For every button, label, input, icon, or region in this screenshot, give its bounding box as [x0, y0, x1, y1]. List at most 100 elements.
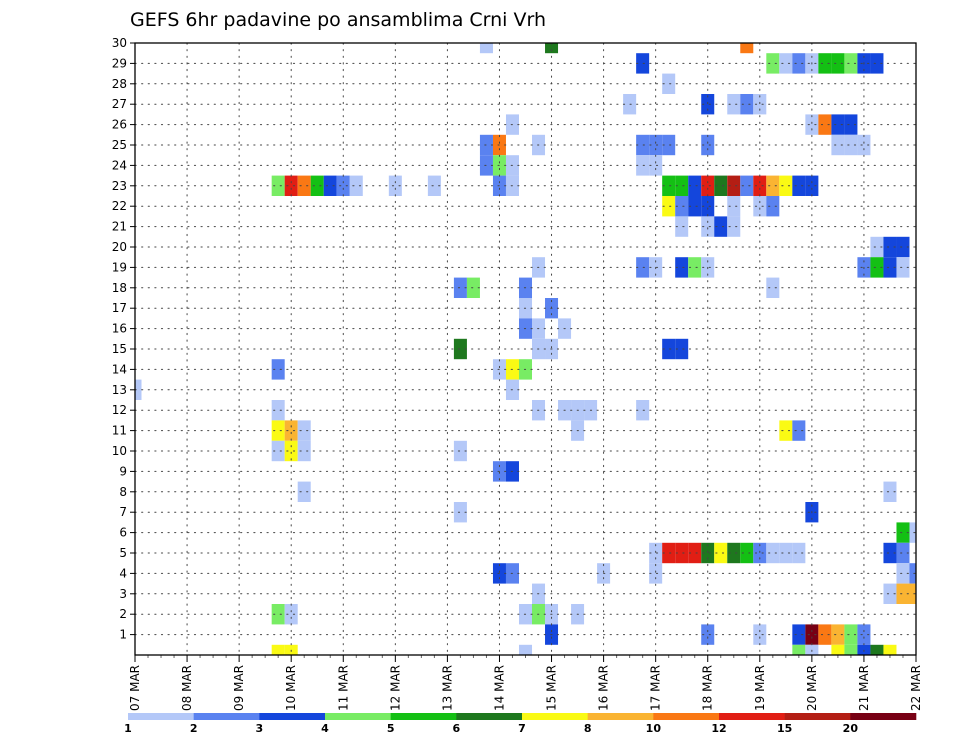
- cell-84: [883, 257, 897, 278]
- colorbar-label-6: 6: [453, 722, 461, 735]
- cell-154: [909, 583, 916, 604]
- cell-29: [636, 134, 650, 156]
- cell-176: [831, 644, 845, 655]
- cell-114: [297, 420, 311, 441]
- cell-141: [792, 542, 806, 564]
- cell-31: [701, 134, 715, 156]
- cell-70: [701, 216, 715, 237]
- colorbar-swatch-3: [259, 713, 326, 720]
- cell-139: [766, 542, 780, 564]
- cell-83: [870, 257, 884, 278]
- cell-148: [896, 563, 910, 584]
- y-tick-label-24: 24: [112, 158, 127, 172]
- colorbar-label-5: 5: [387, 722, 395, 735]
- cell-51: [675, 175, 689, 196]
- y-tick-label-3: 3: [119, 587, 127, 601]
- x-tick-label-1: 08 MAR: [180, 665, 194, 711]
- colorbar-label-20: 20: [843, 722, 859, 735]
- y-tick-label-1: 1: [119, 628, 127, 642]
- cell-166: [805, 624, 819, 645]
- colorbar-swatch-9: [653, 713, 720, 720]
- colorbar-label-8: 8: [584, 722, 592, 735]
- colorbar-label-15: 15: [777, 722, 792, 735]
- cell-4: [766, 53, 780, 74]
- y-tick-label-22: 22: [112, 199, 127, 213]
- cell-119: [284, 440, 298, 462]
- cell-56: [740, 175, 754, 196]
- cell-143: [896, 542, 910, 564]
- cell-177: [844, 644, 858, 655]
- colorbar-label-3: 3: [256, 722, 264, 735]
- cell-113: [284, 420, 298, 441]
- colorbar-swatch-8: [587, 713, 654, 720]
- chart-title: GEFS 6hr padavine po ansamblima Crni Vrh: [130, 9, 546, 31]
- cell-98: [662, 338, 676, 360]
- colorbar-swatch-1: [128, 713, 194, 720]
- cell-163: [701, 624, 715, 645]
- cell-12: [870, 53, 884, 74]
- cell-126: [453, 502, 467, 523]
- colorbar-swatch-11: [784, 713, 851, 720]
- x-tick-label-5: 12 MAR: [388, 665, 402, 711]
- cell-75: [896, 236, 910, 258]
- colorbar-label-4: 4: [321, 722, 329, 735]
- cell-57: [753, 175, 767, 196]
- colorbar-swatch-12: [850, 713, 917, 720]
- colorbar-label-10: 10: [646, 722, 662, 735]
- colorbar-label-2: 2: [190, 722, 198, 735]
- cell-89: [766, 277, 780, 298]
- y-tick-label-27: 27: [112, 97, 127, 111]
- cell-140: [779, 542, 793, 564]
- cell-63: [675, 196, 689, 217]
- cell-156: [271, 604, 285, 625]
- x-tick-label-15: 22 MAR: [909, 665, 923, 711]
- cell-85: [896, 257, 910, 278]
- cell-60: [792, 175, 806, 196]
- cell-35: [649, 155, 663, 176]
- y-tick-label-11: 11: [112, 424, 127, 438]
- x-tick-label-3: 10 MAR: [284, 665, 298, 711]
- y-tick-label-23: 23: [112, 179, 127, 193]
- y-tick-label-12: 12: [112, 403, 127, 417]
- cell-80: [688, 257, 702, 278]
- cell-61: [805, 175, 819, 196]
- y-tick-label-15: 15: [112, 342, 127, 356]
- colorbar-legend: 1 2 3 4 5 6 7 8 10 12 15 20: [124, 713, 917, 735]
- cell-9: [831, 53, 845, 74]
- cell-149: [909, 563, 916, 584]
- colorbar-label-1: 1: [124, 722, 132, 735]
- cell-173: [518, 644, 533, 655]
- y-tick-label-28: 28: [112, 77, 127, 91]
- x-axis: 07 MAR 08 MAR 09 MAR 10 MAR 11 MAR 12 MAR 13 M…: [128, 655, 923, 711]
- cell-43: [323, 175, 337, 196]
- cell-44: [336, 175, 350, 196]
- cell-136: [727, 542, 741, 564]
- cell-142: [883, 542, 897, 564]
- x-tick-label-14: 21 MAR: [857, 665, 871, 711]
- y-tick-label-17: 17: [112, 301, 127, 315]
- cell-45: [349, 175, 363, 196]
- cell-53: [701, 175, 715, 196]
- cell-50: [662, 175, 676, 196]
- cell-86: [453, 277, 467, 298]
- cell-104: [135, 379, 142, 400]
- x-tick-label-0: 07 MAR: [128, 665, 142, 711]
- cell-171: [271, 644, 285, 655]
- cell-73: [870, 236, 884, 258]
- y-tick-label-13: 13: [112, 383, 127, 397]
- cell-54: [714, 175, 728, 196]
- x-tick-label-2: 09 MAR: [232, 665, 246, 711]
- cell-87: [466, 277, 480, 298]
- cell-153: [896, 583, 910, 604]
- y-axis: 1234567891011121314151617181920212223242…: [112, 36, 135, 642]
- cell-174: [792, 644, 806, 655]
- cell-111: [636, 400, 650, 421]
- cell-28: [857, 134, 871, 156]
- x-tick-label-9: 16 MAR: [597, 665, 611, 711]
- colorbar-swatch-4: [325, 713, 391, 720]
- cell-133: [688, 542, 702, 564]
- x-tick-label-11: 18 MAR: [701, 665, 715, 711]
- cell-79: [675, 257, 689, 278]
- cell-30: [649, 134, 663, 156]
- cell-14: [701, 94, 715, 115]
